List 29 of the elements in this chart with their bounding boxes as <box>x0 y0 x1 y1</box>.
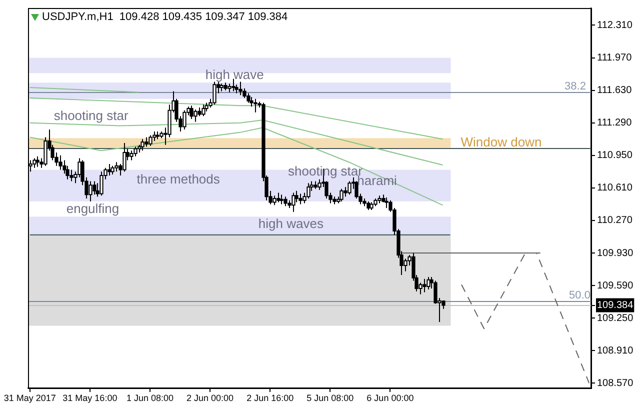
annotation: three methods <box>136 171 220 186</box>
band-label: Window down <box>460 134 542 150</box>
x-tick-label: 31 May 2017 <box>4 392 56 403</box>
chart-title: USDJPY.m,H1 109.428 109.435 109.347 109.384 <box>42 11 288 24</box>
y-tick-label: 109.250 <box>597 312 634 324</box>
x-tick-label: 1 Jun 08:00 <box>126 392 174 403</box>
annotation: high wave <box>205 67 264 82</box>
y-tick-label: 111.290 <box>597 118 632 129</box>
annotation: high waves <box>258 216 324 231</box>
x-tick-label: 5 Jun 08:00 <box>306 392 354 403</box>
x-tick-label: 2 Jun 16:00 <box>246 392 294 403</box>
y-tick-label: 109.930 <box>597 248 634 259</box>
annotation: shooting star <box>54 108 129 123</box>
y-tick-label: 109.590 <box>597 280 634 292</box>
annotation: 50.0 <box>569 290 590 302</box>
x-tick-label: 6 Jun 00:00 <box>366 392 414 403</box>
annotation: 38.2 <box>564 80 586 92</box>
x-tick-label: 31 May 16:00 <box>62 392 118 403</box>
y-tick-label: 109.384 <box>597 300 634 312</box>
y-tick-label: 112.310 <box>597 20 633 31</box>
y-tick-label: 110.270 <box>597 215 633 226</box>
x-tick-label: 2 Jun 00:00 <box>186 392 234 403</box>
y-tick-label: 110.950 <box>597 150 633 162</box>
y-tick-label: 111.970 <box>597 52 632 64</box>
y-tick-label: 108.910 <box>597 345 634 356</box>
y-tick-label: 108.570 <box>597 378 634 389</box>
y-tick-label: 110.610 <box>597 182 633 194</box>
y-tick-label: 111.630 <box>597 85 632 96</box>
annotation: engulfing <box>66 200 120 216</box>
